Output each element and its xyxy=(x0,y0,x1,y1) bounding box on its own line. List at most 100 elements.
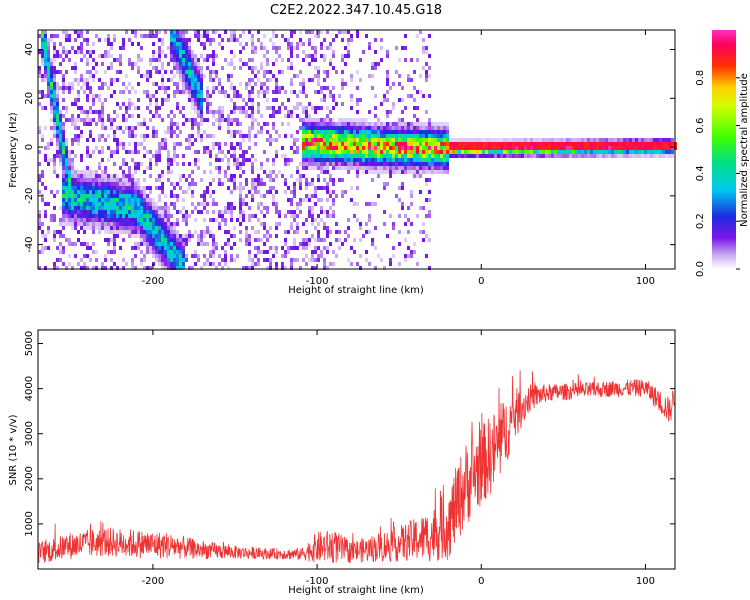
heatmap-cell xyxy=(86,78,89,82)
heatmap-cell xyxy=(107,54,110,58)
heatmap-cell xyxy=(296,138,299,142)
heatmap-cell xyxy=(53,154,56,158)
heatmap-cell xyxy=(68,118,71,122)
heatmap-cell xyxy=(407,78,410,82)
heatmap-cell xyxy=(65,190,68,194)
heatmap-cell xyxy=(170,158,173,162)
heatmap-cell xyxy=(182,38,185,42)
heatmap-cell xyxy=(179,58,182,62)
heatmap-cell xyxy=(269,38,272,42)
heatmap-cell xyxy=(647,146,650,150)
heatmap-cell xyxy=(242,46,245,50)
heatmap-cell xyxy=(200,210,203,214)
heatmap-cell xyxy=(329,46,332,50)
heatmap-cell xyxy=(671,138,674,142)
heatmap-cell xyxy=(404,150,407,154)
heatmap-cell xyxy=(116,214,119,218)
heatmap-cell xyxy=(263,74,266,78)
heatmap-cell xyxy=(398,242,401,246)
colorbar-ticks: 0.00.20.40.60.8 xyxy=(695,70,740,277)
heatmap-cell xyxy=(59,122,62,126)
heatmap-cell xyxy=(641,138,644,142)
heatmap-cell xyxy=(227,74,230,78)
heatmap-cell xyxy=(386,50,389,54)
heatmap-cell xyxy=(170,46,173,50)
colorbar-tick-label: 0.0 xyxy=(695,261,706,277)
heatmap-cell xyxy=(173,142,176,146)
heatmap-cell xyxy=(251,258,254,262)
heatmap-cell xyxy=(101,62,104,66)
heatmap-cell xyxy=(134,142,137,146)
heatmap-cell xyxy=(200,230,203,234)
heatmap-cell xyxy=(290,174,293,178)
heatmap-cell xyxy=(398,146,401,150)
heatmap-cell xyxy=(425,178,428,182)
heatmap-cell xyxy=(416,170,419,174)
heatmap-cell xyxy=(320,134,323,138)
heatmap-cell xyxy=(83,218,86,222)
heatmap-cell xyxy=(188,78,191,82)
heatmap-cell xyxy=(326,154,329,158)
heatmap-cell xyxy=(146,126,149,130)
heatmap-cell xyxy=(245,114,248,118)
heatmap-cell xyxy=(641,142,644,146)
heatmap-cell xyxy=(341,162,344,166)
heatmap-cell xyxy=(272,46,275,50)
heatmap-cell xyxy=(320,30,323,34)
heatmap-cell xyxy=(98,218,101,222)
heatmap-cell xyxy=(44,46,47,50)
heatmap-cell xyxy=(272,34,275,38)
heatmap-cell xyxy=(77,118,80,122)
heatmap-cell xyxy=(269,70,272,74)
heatmap-cell xyxy=(65,266,68,270)
heatmap-cell xyxy=(137,162,140,166)
heatmap-cell xyxy=(119,206,122,210)
heatmap-frame xyxy=(37,29,676,270)
heatmap-cell xyxy=(413,114,416,118)
heatmap-cell xyxy=(98,202,101,206)
heatmap-cell xyxy=(128,106,131,110)
heatmap-cell xyxy=(116,182,119,186)
heatmap-cell xyxy=(176,222,179,226)
heatmap-cell xyxy=(80,266,83,270)
heatmap-cell xyxy=(74,62,77,66)
heatmap-cell xyxy=(413,146,416,150)
heatmap-cell xyxy=(179,34,182,38)
heatmap-cell xyxy=(374,146,377,150)
heatmap-cell xyxy=(92,230,95,234)
heatmap-cell xyxy=(77,198,80,202)
heatmap-cell xyxy=(386,158,389,162)
heatmap-cell xyxy=(173,186,176,190)
heatmap-cell xyxy=(86,174,89,178)
heatmap-cell xyxy=(215,86,218,90)
heatmap-cell xyxy=(176,142,179,146)
heatmap-cell xyxy=(149,98,152,102)
heatmap-cell xyxy=(371,166,374,170)
heatmap-cell xyxy=(197,34,200,38)
heatmap-cell xyxy=(392,166,395,170)
heatmap-cell xyxy=(83,182,86,186)
heatmap-cell xyxy=(569,154,572,158)
heatmap-cell xyxy=(59,158,62,162)
heatmap-cell xyxy=(509,150,512,154)
heatmap-cell xyxy=(593,154,596,158)
heatmap-cell xyxy=(140,250,143,254)
heatmap-cell xyxy=(209,154,212,158)
heatmap-cell xyxy=(314,50,317,54)
heatmap-cell xyxy=(68,178,71,182)
heatmap-cell xyxy=(326,118,329,122)
heatmap-cell xyxy=(365,158,368,162)
heatmap-cell xyxy=(188,134,191,138)
heatmap-cell xyxy=(188,58,191,62)
heatmap-cell xyxy=(359,78,362,82)
heatmap-cell xyxy=(152,226,155,230)
heatmap-cell xyxy=(71,190,74,194)
heatmap-cell xyxy=(263,206,266,210)
heatmap-cell xyxy=(311,78,314,82)
heatmap-cell xyxy=(185,66,188,70)
heatmap-cell xyxy=(596,154,599,158)
heatmap-cell xyxy=(371,126,374,130)
heatmap-cell xyxy=(62,142,65,146)
heatmap-cell xyxy=(80,226,83,230)
